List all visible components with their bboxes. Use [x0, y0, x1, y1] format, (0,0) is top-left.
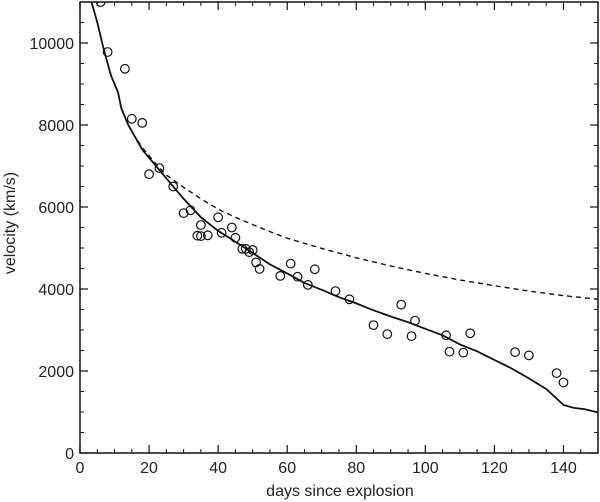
observation-point: [410, 315, 420, 326]
observation-point: [126, 113, 137, 124]
x-axis: 0 20 40 60 80 100 120 140: [76, 2, 599, 477]
observation-point: [458, 347, 469, 358]
x-tick-label: 100: [412, 460, 439, 477]
observation-point: [195, 231, 206, 242]
plot-lines-layer: [90, 2, 598, 414]
dashed-model-line: [120, 108, 598, 300]
y-tick-label: 4000: [38, 282, 74, 299]
solid-model-line: [90, 2, 598, 414]
observation-point: [285, 258, 296, 269]
observation-point: [275, 271, 286, 281]
observation-point: [216, 227, 227, 238]
observation-point: [444, 346, 455, 357]
observation-point: [254, 264, 265, 274]
observation-point: [344, 294, 355, 305]
observation-point: [441, 330, 452, 341]
observation-point: [168, 181, 179, 192]
y-tick-label: 2000: [38, 364, 74, 381]
observation-point: [202, 230, 213, 241]
x-tick-label: 140: [550, 460, 577, 477]
observation-point: [330, 286, 341, 297]
observation-point: [406, 331, 417, 342]
observation-point: [303, 280, 313, 290]
observation-point: [195, 220, 206, 230]
observation-point: [119, 63, 130, 74]
observation-point: [524, 350, 534, 361]
observation-point: [510, 347, 520, 358]
observation-point: [95, 2, 106, 7]
x-tick-label: 120: [481, 460, 508, 477]
x-axis-title: days since explosion: [266, 483, 414, 500]
observation-point: [230, 232, 241, 243]
observation-point: [368, 320, 379, 331]
observation-point: [251, 257, 262, 268]
y-tick-label: 6000: [38, 200, 74, 217]
observation-point: [396, 299, 407, 310]
observation-point: [551, 368, 562, 379]
observation-point: [178, 208, 189, 219]
x-tick-label: 0: [76, 460, 85, 477]
observation-point: [192, 230, 203, 241]
x-tick-label: 80: [347, 460, 365, 477]
x-tick-label: 60: [278, 460, 296, 477]
y-tick-label: 10000: [30, 36, 75, 53]
observation-point: [185, 205, 196, 216]
observation-point: [240, 243, 251, 254]
observation-point: [144, 169, 155, 180]
y-tick-label: 0: [65, 446, 74, 463]
observation-point: [558, 377, 569, 388]
plot-markers-layer: [95, 2, 569, 388]
observation-point: [292, 271, 303, 282]
observation-point: [137, 117, 148, 128]
observation-point: [226, 222, 237, 233]
observation-point: [382, 329, 393, 340]
y-tick-label: 8000: [38, 118, 74, 135]
plot-frame: [79, 1, 599, 454]
x-tick-label: 40: [209, 460, 227, 477]
observation-point: [247, 245, 258, 255]
x-tick-label: 20: [140, 460, 158, 477]
observation-point: [213, 212, 224, 223]
observation-point: [102, 47, 113, 57]
observation-point: [309, 264, 320, 275]
observation-point: [465, 328, 476, 339]
observation-point: [154, 163, 165, 174]
y-axis: 0 2000 4000 6000 8000 10000: [30, 22, 598, 463]
y-axis-title: velocity (km/s): [2, 172, 19, 274]
